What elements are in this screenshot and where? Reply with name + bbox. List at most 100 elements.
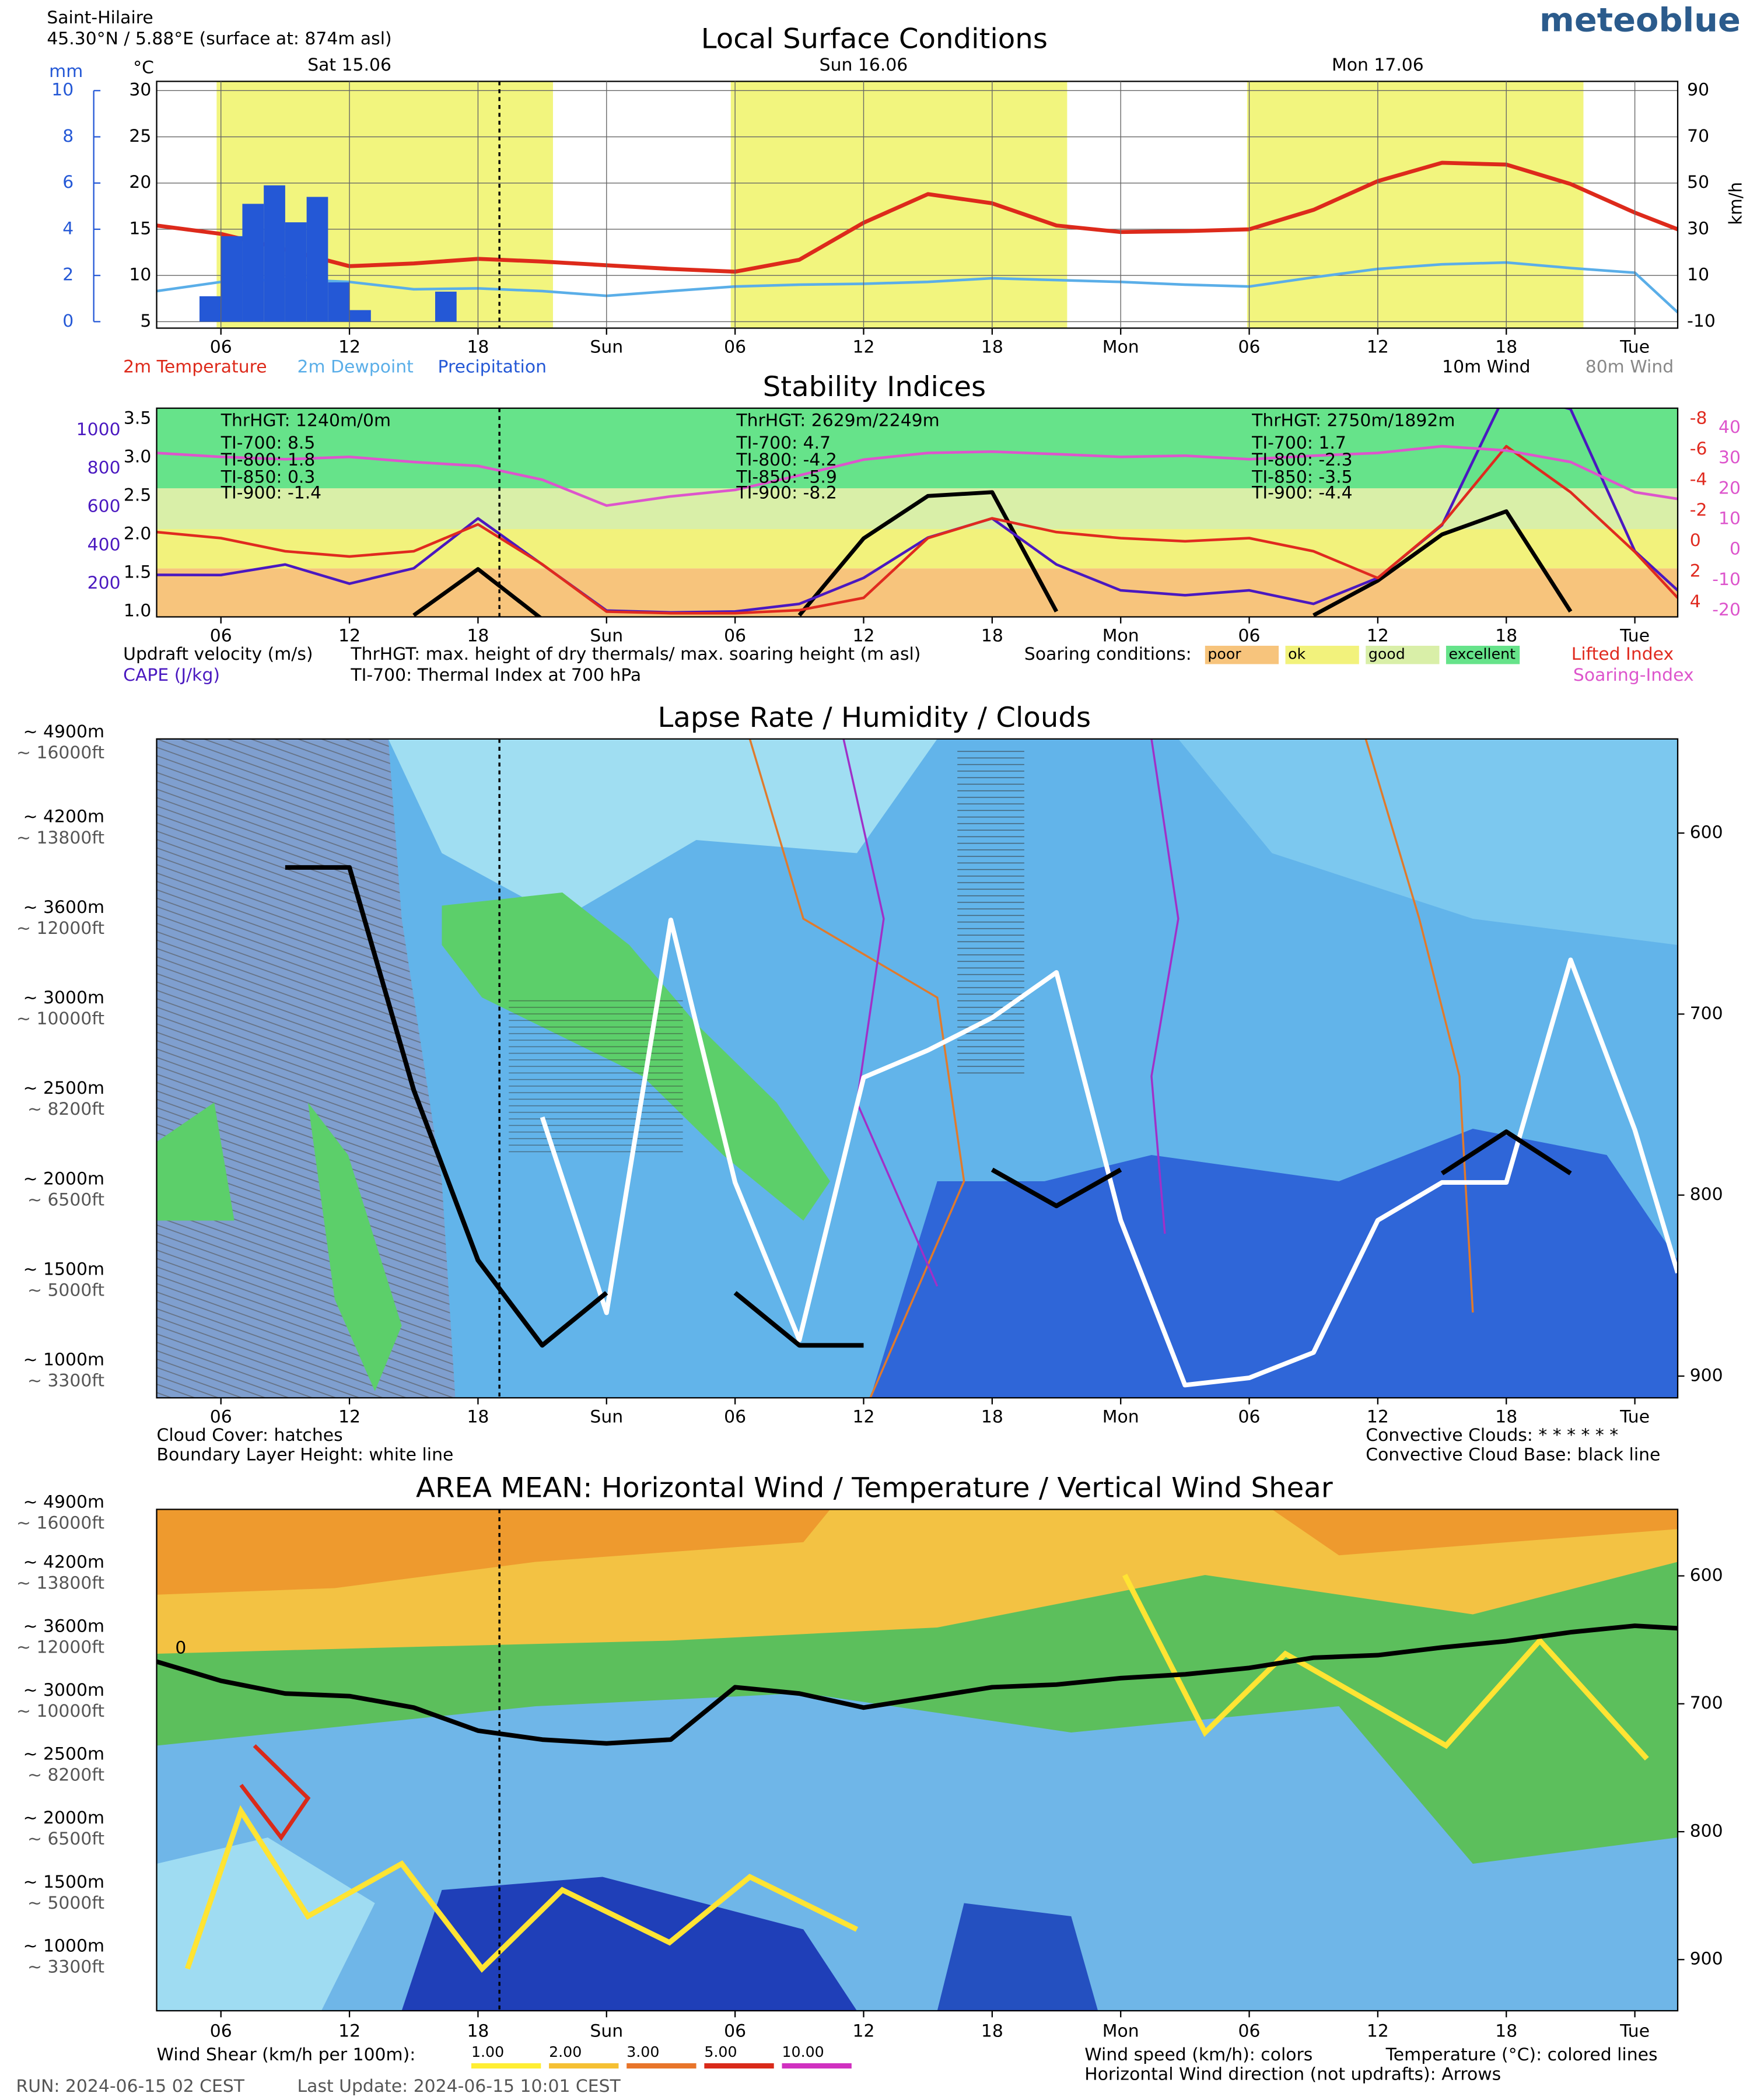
note: ThrHGT: max. height of dry thermals/ max…: [350, 644, 921, 664]
altitude-label: ~ 2000m: [23, 1808, 104, 1828]
y2-tick-label: 10: [51, 80, 74, 100]
shear-swatch: [626, 2063, 696, 2068]
x-tick-label: 18: [981, 337, 1003, 357]
thermal-annotation: TI-900: -4.4: [1251, 483, 1352, 503]
y4-tick-label: 40: [1718, 417, 1741, 437]
y4-tick-label: 10: [1718, 509, 1741, 528]
y3-tick-label: 10: [1687, 265, 1709, 285]
altitude-label: ~ 4200m: [23, 807, 104, 827]
unit-label: km/h: [1726, 182, 1745, 225]
shear-label: 5.00: [704, 2043, 737, 2060]
soaring-band: [156, 488, 1678, 530]
x-tick-label: 18: [467, 626, 489, 646]
y3-tick-label: -8: [1690, 408, 1707, 428]
x-tick-label: 12: [1367, 626, 1389, 646]
x-tick-label: 12: [853, 2021, 875, 2041]
x-tick-label: Mon: [1102, 1407, 1139, 1427]
band-label: excellent: [1449, 646, 1516, 663]
x-tick-label: 06: [1238, 626, 1261, 646]
band-swatch: [1446, 646, 1520, 664]
series-line: [540, 918, 1678, 1388]
x-tick-label: 12: [853, 1407, 875, 1427]
x-tick-label: 06: [1238, 2021, 1261, 2041]
band-label: poor: [1208, 646, 1241, 663]
y2-tick-label: 2: [62, 265, 74, 285]
thermal-annotation: TI-850: 0.3: [220, 467, 316, 487]
altitude-label: ~ 2500m: [23, 1744, 104, 1764]
x-tick-label: 18: [981, 2021, 1003, 2041]
y-tick-label: 15: [129, 219, 151, 239]
x-tick-label: 12: [338, 337, 360, 357]
shear-label: 1.00: [471, 2043, 504, 2060]
x-tick-label: 12: [1367, 1407, 1389, 1427]
legend-label: 80m Wind: [1586, 357, 1674, 377]
precip-bar: [285, 222, 307, 322]
pressure-label: 900: [1690, 1366, 1723, 1385]
x-tick-label: 18: [1495, 1407, 1517, 1427]
x-tick-label: 06: [724, 337, 746, 357]
note: Convective Cloud Base: black line: [1366, 1445, 1660, 1465]
altitude-ft-label: ~ 8200ft: [27, 1765, 104, 1785]
x-tick-label: Mon: [1102, 2021, 1139, 2041]
x-tick-label: 12: [338, 626, 360, 646]
shear-title: Wind Shear (km/h per 100m):: [157, 2045, 416, 2064]
y3-tick-label: -4: [1690, 470, 1707, 489]
series-line: [156, 261, 1678, 314]
legend-label: CAPE (J/kg): [123, 665, 220, 685]
y3-tick-label: -2: [1690, 500, 1707, 520]
altitude-ft-label: ~ 10000ft: [16, 1701, 104, 1721]
daylight-band: [1247, 81, 1584, 328]
legend-label: Lifted Index: [1572, 644, 1674, 664]
shear-label: 10.00: [782, 2043, 824, 2060]
altitude-label: ~ 1500m: [23, 1259, 104, 1279]
soaring-band: [156, 568, 1678, 617]
x-tick-label: 06: [724, 2021, 746, 2041]
y3-tick-label: 70: [1687, 126, 1709, 146]
altitude-ft-label: ~ 12000ft: [16, 1637, 104, 1657]
x-tick-label: Sun: [590, 1407, 623, 1427]
altitude-label: ~ 3600m: [23, 1616, 104, 1636]
note: Wind speed (km/h): colors: [1084, 2045, 1312, 2064]
y-tick-label: 3.0: [124, 447, 151, 467]
y3-tick-label: -6: [1690, 439, 1707, 459]
legend-label: 2m Dewpoint: [298, 357, 414, 377]
y-tick-label: 1.0: [124, 601, 151, 621]
contour-label: 0: [175, 1638, 186, 1658]
y3-tick-label: 90: [1687, 80, 1709, 100]
pressure-label: 600: [1690, 822, 1723, 842]
unit-label: mm: [49, 61, 83, 81]
legend-label: 2m Temperature: [123, 357, 267, 377]
shear-swatch: [704, 2063, 774, 2068]
y-tick-label: 2.0: [124, 524, 151, 544]
thermal-annotation: TI-900: -8.2: [736, 483, 836, 503]
altitude-ft-label: ~ 10000ft: [16, 1009, 104, 1028]
x-tick-label: 06: [1238, 337, 1261, 357]
x-tick-label: 06: [724, 1407, 746, 1427]
altitude-label: ~ 4900m: [23, 1492, 104, 1512]
note: Boundary Layer Height: white line: [157, 1445, 454, 1465]
thermal-annotation: TI-850: -3.5: [1251, 467, 1352, 487]
series-line: [412, 490, 1573, 617]
altitude-ft-label: ~ 5000ft: [27, 1280, 104, 1300]
shear-label: 2.00: [549, 2043, 582, 2060]
legend-label: Updraft velocity (m/s): [123, 644, 313, 664]
lapse-rate-field: [156, 738, 1678, 1398]
y2-tick-label: 6: [62, 172, 74, 192]
pressure-label: 600: [1690, 1565, 1723, 1585]
coordinates: 45.30°N / 5.88°E (surface at: 874m asl): [47, 29, 391, 48]
x-tick-label: Tue: [1619, 626, 1650, 646]
y-tick-label: 25: [129, 126, 151, 146]
y3-tick-label: 30: [1687, 219, 1709, 239]
precip-bar: [328, 282, 350, 322]
y-tick-label: 30: [129, 80, 151, 100]
x-tick-label: 06: [210, 1407, 232, 1427]
plot-frame: [156, 1508, 1679, 2012]
x-tick-label: Sun: [590, 626, 623, 646]
altitude-ft-label: ~ 13800ft: [16, 828, 104, 848]
location: Saint-Hilaire: [47, 8, 153, 27]
series-line: [156, 444, 1678, 507]
altitude-label: ~ 1500m: [23, 1872, 104, 1892]
y2-tick-label: 1000: [76, 419, 121, 439]
